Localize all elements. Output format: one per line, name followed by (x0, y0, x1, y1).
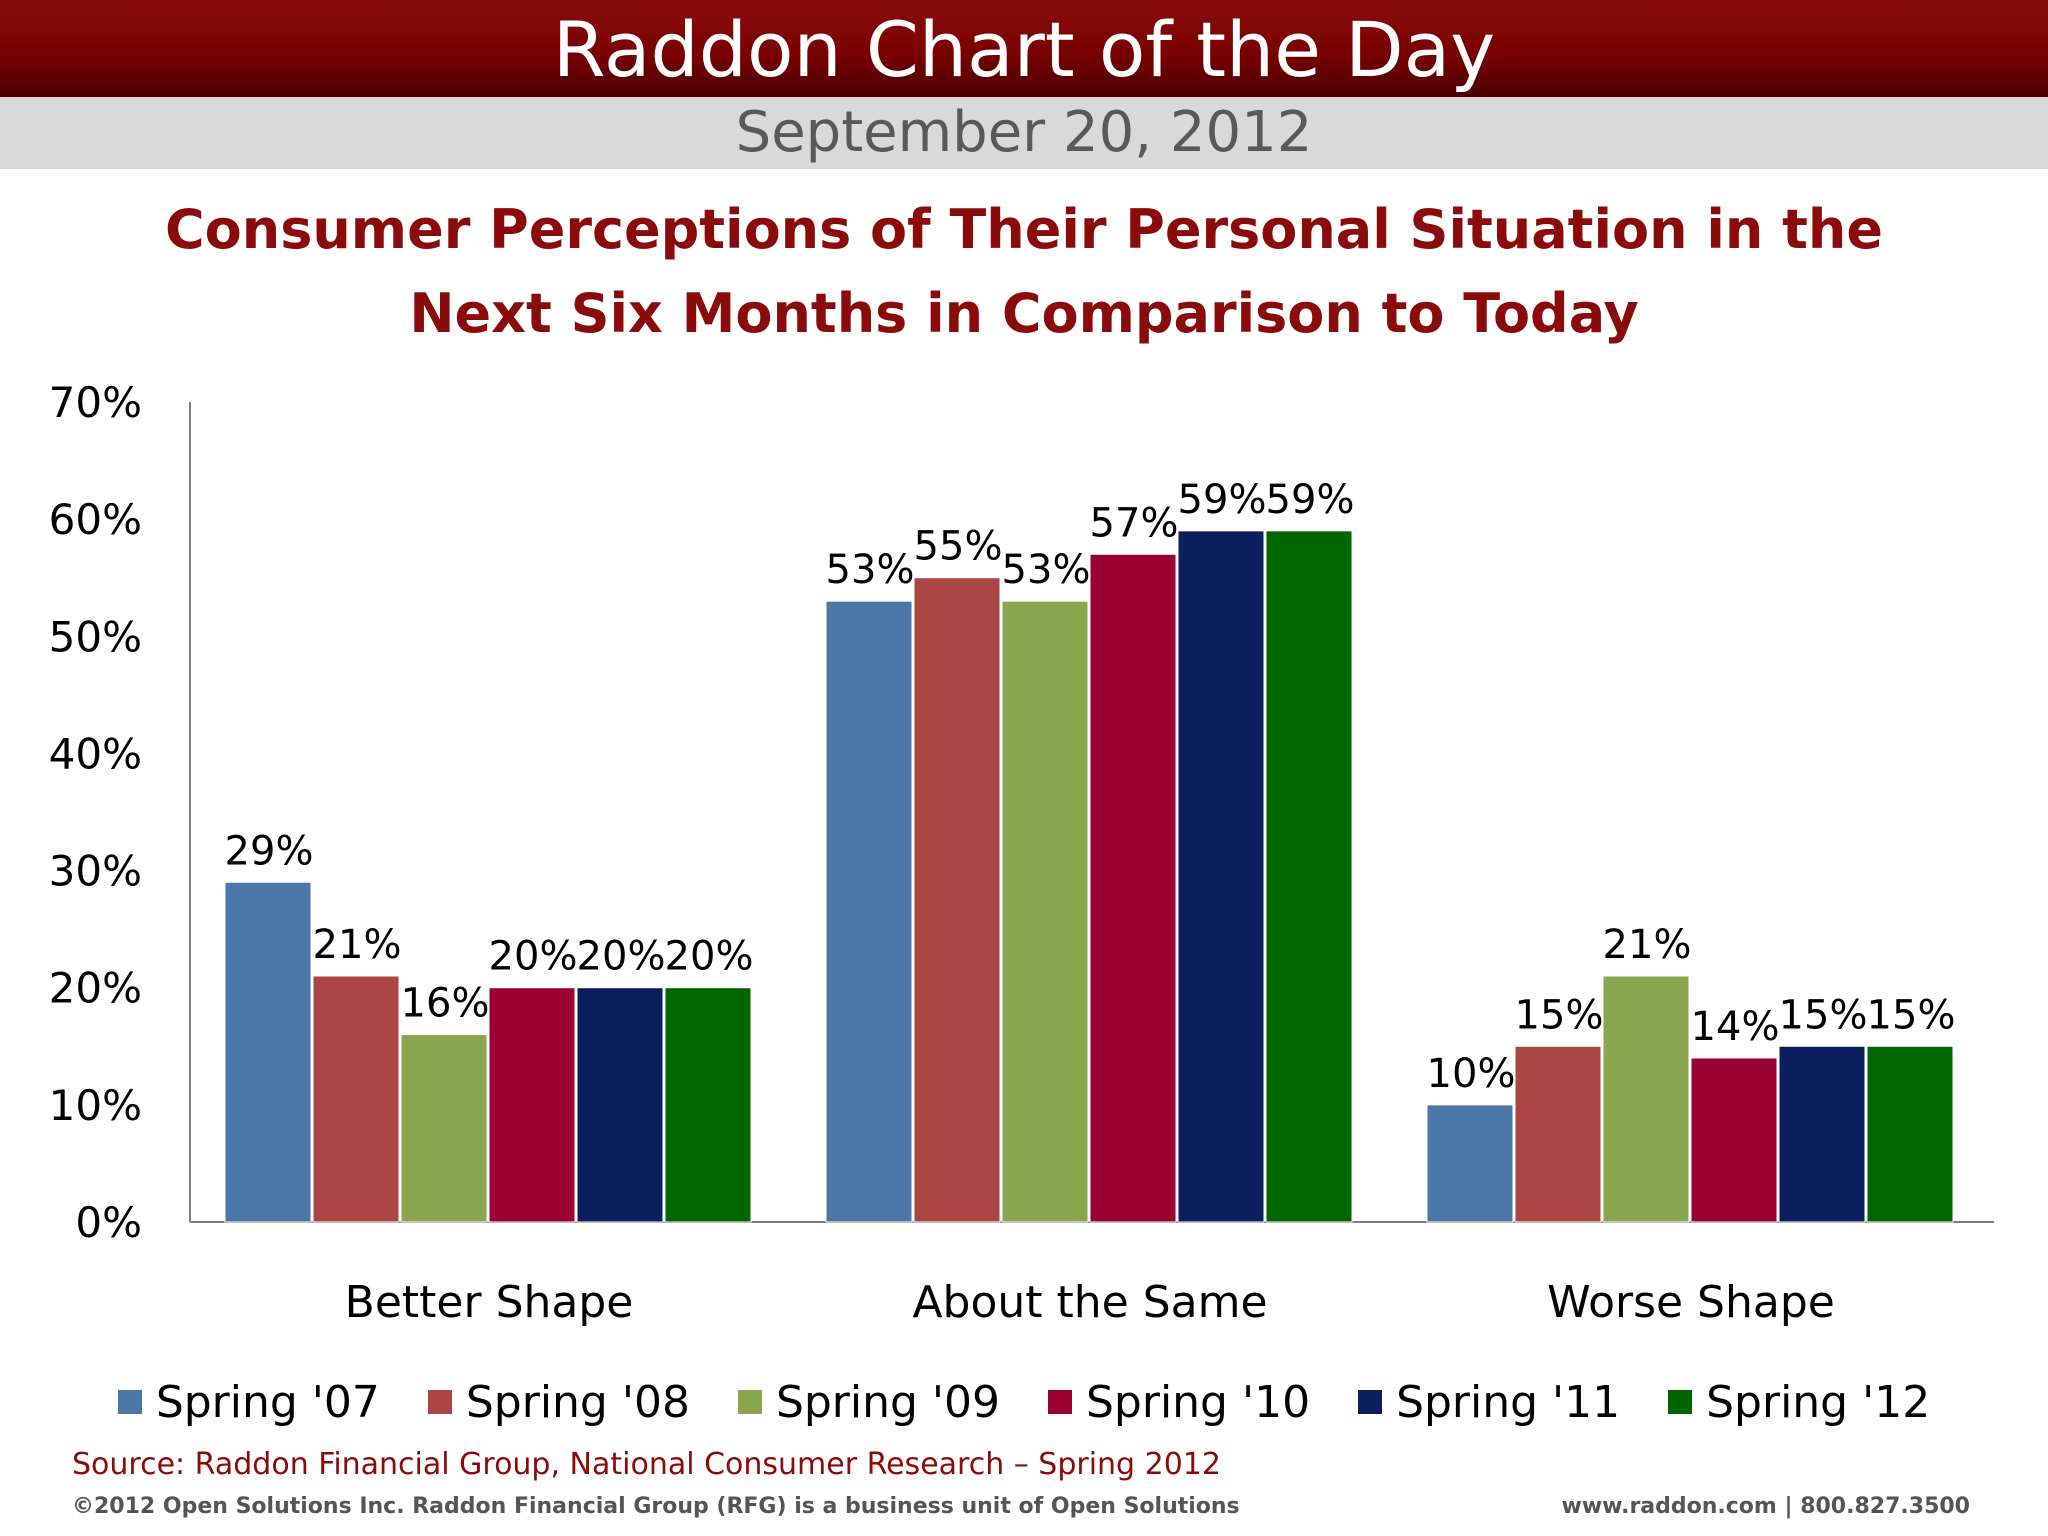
legend-item-spring-09: Spring '09 (737, 1376, 1000, 1428)
bar (913, 577, 1001, 1223)
legend-item-spring-08: Spring '08 (427, 1376, 690, 1428)
legend-item-spring-12: Spring '12 (1668, 1377, 1930, 1428)
legend-item-spring-10: Spring '10 (1048, 1377, 1310, 1428)
x-category-label: Worse Shape (1547, 1277, 1835, 1328)
bar-value-label: 29% (225, 828, 314, 874)
bar-value-label: 21% (1603, 922, 1692, 968)
bar-chart: 0%10%20%30%40%50%60%70%29%21%16%20% 20% 20… (49, 378, 1994, 1328)
bar (1426, 1104, 1514, 1223)
page-title: Raddon Chart of the Day (552, 5, 1496, 94)
bar-value-label: 20% (577, 934, 666, 980)
bar-value-label: 59% (1178, 477, 1267, 523)
y-tick-label: 60% (49, 495, 142, 544)
bar (312, 975, 400, 1223)
date-bar (0, 97, 2048, 169)
legend-swatch (1048, 1390, 1072, 1414)
legend-swatch (427, 1390, 452, 1414)
chart-title: Consumer Perceptions of Their Personal S… (165, 198, 1883, 345)
legend-label: Spring '11 (1396, 1376, 1621, 1428)
y-tick-label: 40% (49, 729, 142, 778)
bar (1001, 600, 1089, 1223)
x-category-label: About the Same (912, 1277, 1267, 1328)
bar-value-label: 21% (313, 922, 402, 968)
bar (1602, 975, 1690, 1223)
contact-info: www.raddon.com | 800.827.3500 (1561, 1494, 1970, 1519)
bar-value-label: 15% (1779, 992, 1868, 1038)
legend-swatch (1358, 1390, 1383, 1414)
legend-swatch (1668, 1390, 1693, 1414)
legend-label: Spring '09 (775, 1376, 1000, 1428)
bar-value-label: 14% (1691, 1004, 1780, 1050)
bar (1265, 530, 1353, 1223)
bar-value-label: 20% (489, 934, 578, 980)
y-tick-label: 20% (49, 964, 142, 1013)
legend-swatch (117, 1390, 142, 1414)
page-date: September 20, 2012 (735, 100, 1313, 165)
bar-value-label: 53% (1002, 547, 1091, 593)
bar-value-label: 57% (1090, 500, 1179, 546)
bar-value-label: 53% (826, 547, 915, 593)
copyright-note: ©2012 Open Solutions Inc. Raddon Financi… (72, 1494, 1240, 1519)
source-note: Source: Raddon Financial Group, National… (72, 1447, 1221, 1482)
y-tick-label: 30% (49, 847, 142, 896)
y-tick-label: 70% (49, 378, 142, 427)
bar-value-label: 55% (914, 524, 1003, 570)
legend-label: Spring '12 (1706, 1376, 1931, 1428)
bar-value-label: 10% (1427, 1051, 1516, 1097)
y-tick-label: 10% (49, 1081, 142, 1130)
bar (1177, 530, 1265, 1223)
bar-value-label: 15% (1867, 992, 1956, 1038)
bar (1866, 1045, 1954, 1223)
bar (576, 987, 664, 1223)
legend-item-spring-07: Spring '07 (117, 1376, 380, 1428)
bar (1690, 1057, 1778, 1223)
header-bar (0, 0, 2048, 97)
bar-value-label: 15% (1515, 992, 1604, 1038)
legend-swatch (737, 1390, 762, 1414)
chart-legend: Spring '07 Spring '08 Spring '09 Spring … (0, 1372, 2048, 1432)
y-tick-label: 0% (75, 1198, 142, 1247)
bar (400, 1034, 488, 1223)
y-tick-label: 50% (49, 612, 142, 661)
bar-value-label: 59% (1266, 477, 1355, 523)
bar-value-label: 16% (401, 981, 490, 1027)
x-category-label: Better Shape (345, 1277, 634, 1328)
bar (488, 987, 576, 1223)
bar (224, 881, 312, 1223)
legend-label: Spring '08 (465, 1376, 690, 1428)
bar (1089, 553, 1177, 1223)
legend-label: Spring '07 (155, 1376, 380, 1428)
bar (1778, 1045, 1866, 1223)
legend-label: Spring '10 (1086, 1376, 1311, 1428)
bar (664, 987, 752, 1223)
bar-value-label: 20% (665, 934, 754, 980)
bar (825, 600, 913, 1223)
legend-item-spring-11: Spring '11 (1358, 1377, 1620, 1428)
bar (1514, 1045, 1602, 1223)
